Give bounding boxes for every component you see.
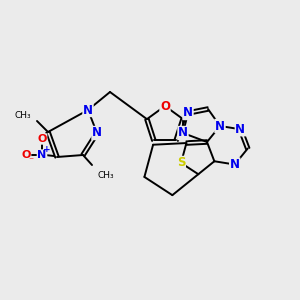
Text: N: N — [183, 106, 193, 119]
Text: O: O — [37, 134, 47, 144]
Text: N: N — [83, 103, 93, 116]
Text: CH₃: CH₃ — [98, 171, 115, 180]
Text: O: O — [21, 150, 31, 160]
Text: N: N — [215, 119, 225, 133]
Text: N: N — [92, 127, 102, 140]
Text: O: O — [160, 100, 170, 112]
Text: N: N — [38, 150, 46, 160]
Text: CH₃: CH₃ — [14, 112, 31, 121]
Text: +: + — [43, 145, 51, 154]
Text: N: N — [230, 158, 240, 171]
Text: S: S — [177, 156, 185, 170]
Text: ⁻: ⁻ — [28, 156, 34, 166]
Text: N: N — [236, 123, 245, 136]
Text: N: N — [178, 127, 188, 140]
